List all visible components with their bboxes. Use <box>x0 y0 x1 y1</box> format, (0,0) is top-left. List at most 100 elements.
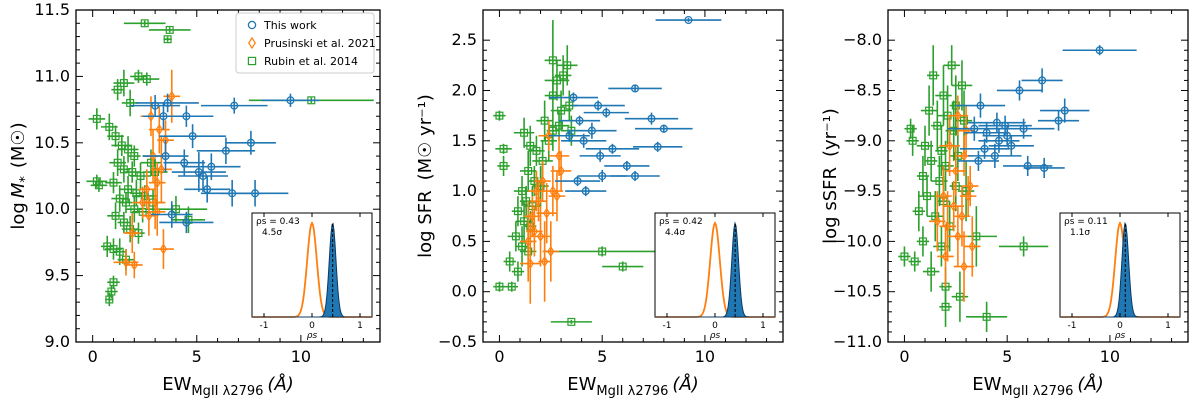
y-tick-label: −9.0 <box>843 131 882 150</box>
marker-square <box>113 158 122 167</box>
legend-label: Prusinski et al. 2021 <box>264 37 376 50</box>
data-point <box>922 251 940 292</box>
marker-circle <box>1040 163 1049 173</box>
data-point <box>113 238 126 265</box>
marker-square <box>495 111 504 120</box>
marker-circle <box>980 144 989 153</box>
data-point <box>153 229 174 269</box>
y-label-symbol: M <box>8 182 29 198</box>
marker-square <box>140 19 149 28</box>
legend-circle-icon <box>247 20 257 30</box>
marker-square <box>960 116 969 125</box>
data-point <box>550 317 592 326</box>
marker-circle <box>631 171 640 181</box>
data-point <box>947 206 969 267</box>
data-point <box>107 275 120 289</box>
data-point <box>1021 68 1063 93</box>
marker-diamond <box>545 130 553 142</box>
x-label-main: EW <box>162 374 191 395</box>
legend-square-icon <box>247 56 257 66</box>
posterior-distribution-fill <box>1060 221 1180 318</box>
marker-circle <box>990 151 999 160</box>
marker-circle <box>579 136 588 145</box>
data-point <box>121 89 139 117</box>
panel-ssfr: 0 5 10−11.0−10.5−10.0−9.5−9.0−8.5−8.0EWMgI… <box>820 9 1189 399</box>
y-tick-label: 1.0 <box>452 181 477 200</box>
data-point <box>123 19 166 28</box>
inset-xlabel: ρs <box>307 331 318 341</box>
marker-square <box>119 79 128 88</box>
y-axis: −0.5 0.0 0.5 1.0 1.5 2.0 2.5 <box>438 30 783 351</box>
marker-circle <box>221 146 230 155</box>
marker-square <box>567 317 576 326</box>
data-point <box>604 160 650 171</box>
marker-circle <box>608 144 617 153</box>
marker-diamond <box>153 206 161 218</box>
marker-circle <box>598 171 607 181</box>
x-tick-label: 5 <box>192 347 202 366</box>
y-label-prefix: log SFR <box>415 190 436 257</box>
inset-rho-label: ρs = 0.11 <box>1064 217 1108 227</box>
data-point <box>88 108 106 130</box>
data-point <box>927 191 944 242</box>
marker-circle <box>161 152 170 161</box>
data-point <box>554 176 601 187</box>
data-point <box>125 251 143 279</box>
marker-diamond <box>528 210 537 222</box>
data-point <box>159 211 214 234</box>
marker-square <box>957 81 966 90</box>
data-point <box>916 226 930 257</box>
marker-square <box>109 278 118 287</box>
inset-tick-label: -1 <box>663 321 672 331</box>
data-point <box>548 170 566 222</box>
marker-circle <box>1007 141 1016 150</box>
data-point <box>511 261 525 282</box>
y-tick-label: −11.0 <box>833 332 882 351</box>
y-tick-label: −8.0 <box>843 30 882 49</box>
marker-circle <box>647 114 656 123</box>
data-point <box>171 152 226 192</box>
y-label-unit: (M☉) <box>8 122 29 168</box>
data-point <box>1023 157 1065 179</box>
marker-square <box>618 262 627 271</box>
data-point <box>148 162 166 203</box>
data-point <box>515 226 529 267</box>
x-axis-label: EWMgII λ2796 (Å) <box>162 373 294 399</box>
marker-square <box>499 144 508 153</box>
series-mass-0 <box>130 93 320 234</box>
marker-square <box>548 91 557 100</box>
marker-diamond <box>532 185 541 197</box>
data-point <box>225 130 276 155</box>
marker-diamond <box>149 150 157 162</box>
data-point <box>150 201 193 228</box>
data-point <box>635 124 693 133</box>
axes-frame <box>887 9 1189 343</box>
data-point <box>513 117 535 148</box>
marker-square <box>119 218 128 227</box>
series-ssfr-2 <box>898 45 1049 332</box>
data-point <box>937 226 954 287</box>
data-point <box>585 143 640 154</box>
marker-square <box>109 178 118 187</box>
data-point <box>200 97 268 114</box>
data-point <box>924 140 938 182</box>
data-point <box>957 150 999 171</box>
marker-square <box>557 106 566 115</box>
marker-circle <box>1060 106 1069 115</box>
data-point <box>493 110 506 121</box>
marker-diamond <box>945 140 954 152</box>
marker-diamond <box>122 256 130 268</box>
data-point <box>130 69 147 84</box>
marker-circle <box>1095 46 1104 55</box>
marker-circle <box>565 131 574 140</box>
data-point <box>953 231 975 302</box>
data-point <box>920 85 938 136</box>
marker-circle <box>188 132 197 141</box>
marker-diamond <box>540 255 549 268</box>
legend: This work Prusinski et al. 2021 Rubin et a… <box>235 12 376 74</box>
marker-circle <box>596 151 605 160</box>
marker-square <box>532 146 541 155</box>
data-point <box>544 246 660 257</box>
y-axis-label: log SFR (M☉ yr⁻¹) <box>415 94 436 258</box>
